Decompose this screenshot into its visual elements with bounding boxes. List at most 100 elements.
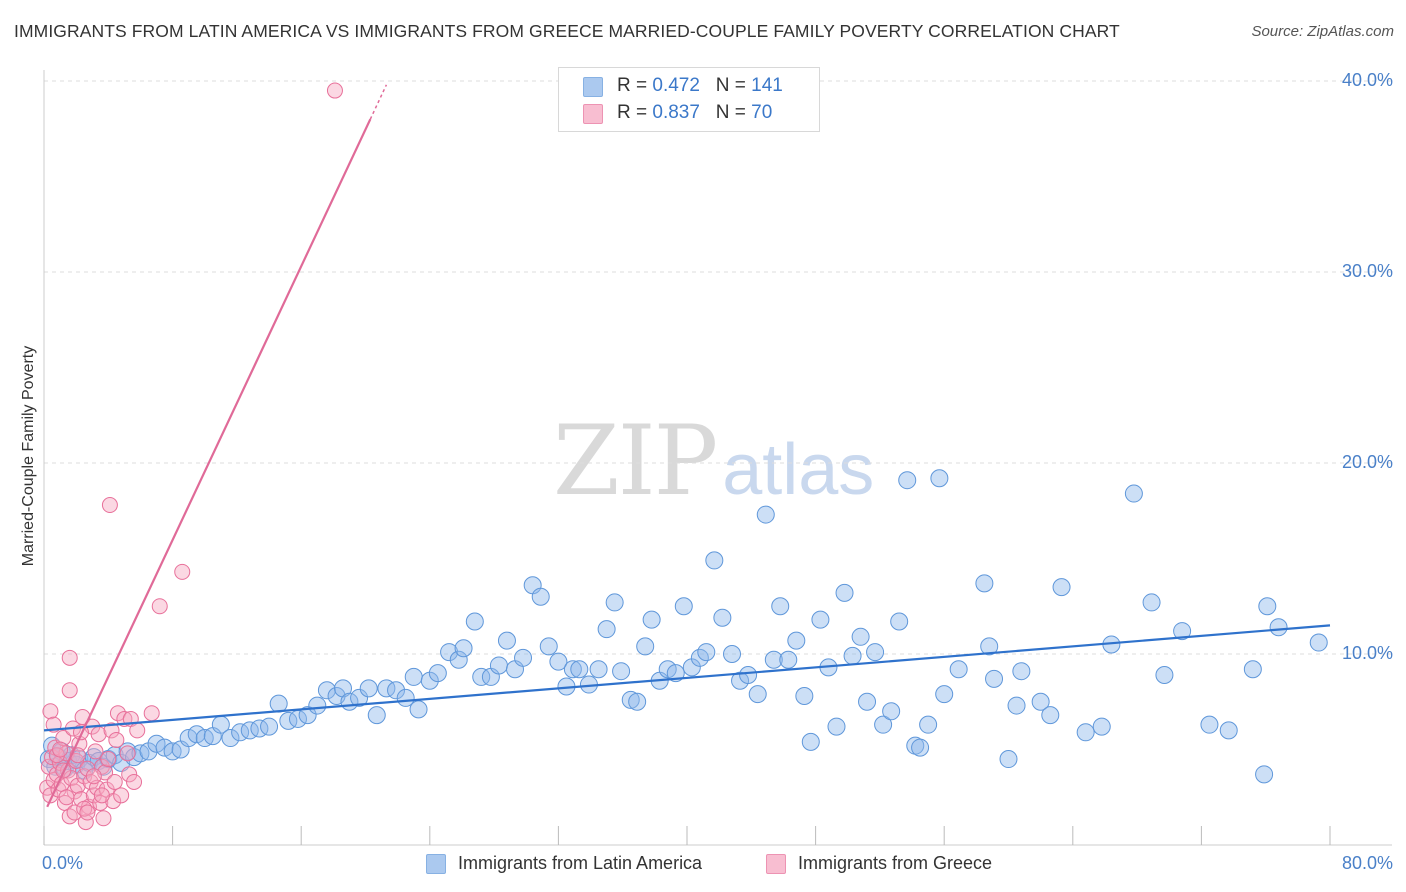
watermark-atlas: atlas — [722, 430, 875, 510]
data-point — [1092, 717, 1111, 736]
legend-stats-latin-america: R = 0.472 N = 141 — [617, 75, 783, 97]
trend-lines — [43, 84, 1331, 808]
data-point — [1219, 721, 1238, 740]
bottom-legend-label-greece: Immigrants from Greece — [798, 853, 993, 873]
data-point — [1269, 618, 1288, 637]
data-point — [52, 741, 69, 758]
data-point — [713, 608, 732, 627]
data-point — [489, 656, 508, 675]
data-point — [1076, 723, 1095, 742]
source-note: Source: ZipAtlas.com — [1251, 23, 1394, 40]
data-point — [326, 82, 343, 99]
data-point — [570, 660, 589, 679]
data-point — [748, 685, 767, 704]
data-point — [260, 717, 279, 736]
data-point — [621, 690, 640, 709]
data-point — [827, 717, 846, 736]
legend-r-value: 0.472 — [652, 75, 700, 96]
data-point — [795, 687, 814, 706]
legend-n-value: 141 — [751, 75, 783, 96]
data-point — [1124, 484, 1143, 503]
data-point — [1041, 706, 1060, 725]
bottom-legend-swatch-latin-america — [426, 854, 446, 874]
data-point — [771, 597, 790, 616]
data-point — [539, 637, 558, 656]
trend-line-1 — [46, 118, 372, 808]
data-point — [756, 505, 775, 524]
data-point — [697, 643, 716, 662]
y-tick-label: 10.0% — [1341, 643, 1393, 663]
legend-n-label: N = — [715, 102, 746, 123]
data-point — [858, 692, 877, 711]
data-point — [143, 705, 160, 722]
data-point — [129, 722, 146, 739]
data-point — [531, 587, 550, 606]
data-point — [919, 715, 938, 734]
data-point — [387, 681, 406, 700]
data-point — [1309, 633, 1328, 652]
data-point — [449, 650, 468, 669]
series-latin-america-points — [39, 469, 1328, 784]
data-point — [605, 593, 624, 612]
legend-stats-greece: R = 0.837 N = 70 — [617, 102, 772, 124]
legend-n-label: N = — [715, 75, 746, 96]
data-point — [1258, 597, 1277, 616]
x-tick-label: 0.0% — [42, 853, 84, 873]
data-point — [843, 646, 862, 665]
data-point — [642, 610, 661, 629]
data-point — [269, 694, 288, 713]
data-point — [1173, 622, 1192, 641]
data-point — [549, 652, 568, 671]
data-point — [739, 666, 758, 685]
data-point — [612, 662, 631, 681]
data-point — [898, 471, 917, 490]
data-point — [367, 706, 386, 725]
data-point — [597, 620, 616, 639]
data-point — [1200, 715, 1219, 734]
data-point — [1052, 578, 1071, 597]
data-point — [1243, 660, 1262, 679]
data-point — [787, 631, 806, 650]
legend-r-value: 0.837 — [652, 102, 700, 123]
data-point — [121, 766, 138, 783]
data-point — [350, 688, 369, 707]
watermark-zip: ZIP — [553, 405, 718, 517]
data-point — [472, 667, 491, 686]
legend-box: R = 0.472 N = 141 R = 0.837 N = 70 — [558, 67, 820, 132]
data-point — [723, 645, 742, 663]
data-point — [465, 612, 484, 631]
chart-title: IMMIGRANTS FROM LATIN AMERICA VS IMMIGRA… — [14, 21, 1120, 41]
data-point — [514, 648, 533, 667]
data-point — [103, 722, 120, 739]
y-tick-label: 40.0% — [1341, 70, 1393, 90]
data-point — [87, 743, 104, 760]
data-point — [935, 685, 954, 704]
data-point — [151, 598, 168, 615]
data-point — [174, 563, 191, 580]
data-point — [409, 700, 428, 719]
data-point — [58, 789, 75, 806]
data-point — [1007, 696, 1026, 715]
y-tick-label: 20.0% — [1341, 452, 1393, 472]
data-point — [930, 469, 949, 488]
data-point — [674, 597, 693, 616]
data-point — [126, 773, 143, 790]
data-point — [985, 669, 1004, 688]
data-point — [866, 643, 885, 662]
data-point — [801, 732, 820, 751]
data-point — [69, 777, 86, 794]
data-point — [628, 692, 647, 711]
data-point — [404, 667, 423, 686]
data-point — [66, 804, 83, 821]
watermark: ZIPatlas — [553, 405, 874, 517]
trend-line-extension-1 — [369, 84, 388, 120]
data-point — [221, 729, 240, 748]
data-point — [705, 551, 724, 570]
data-point — [61, 649, 78, 666]
data-point — [563, 660, 582, 679]
data-point — [1012, 662, 1031, 681]
data-point — [882, 702, 901, 721]
data-point — [95, 810, 112, 827]
data-point — [911, 738, 930, 757]
data-point — [1155, 666, 1174, 685]
